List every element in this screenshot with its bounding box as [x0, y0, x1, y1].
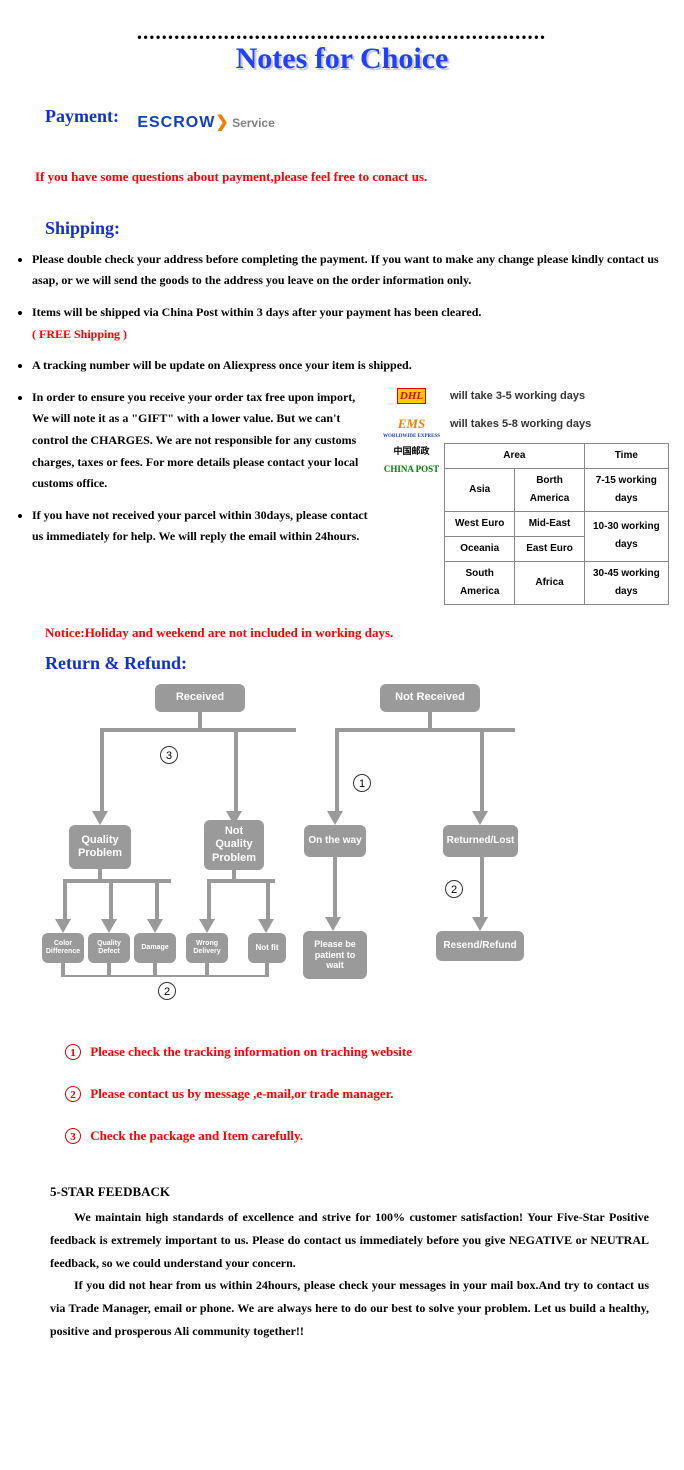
escrow-arrow-icon: ❯ — [215, 114, 228, 131]
legend-circle-1: 1 — [65, 1044, 81, 1060]
circle-2-right: 2 — [445, 880, 463, 898]
legend-2: 2 Please contact us by message ,e-mail,o… — [65, 1086, 669, 1102]
table-row: West Euro Mid-East 10-30 working days — [445, 511, 669, 536]
escrow-logo: ESCROW❯ Service — [137, 112, 274, 132]
node-received: Received — [155, 684, 245, 712]
escrow-text: ESCROW — [137, 114, 215, 131]
table-row: South America Africa 30-45 working days — [445, 561, 669, 604]
ship-item-0: Please double check your address before … — [32, 249, 669, 292]
node-not-quality: Not Quality Problem — [204, 820, 264, 870]
escrow-service: Service — [232, 116, 275, 130]
node-damage: Damage — [134, 933, 176, 963]
node-on-way: On the way — [304, 825, 366, 857]
return-flowchart: Received Not Received 3 Quality Problem … — [20, 684, 669, 1014]
ems-row: EMSWORLDWIDE EXPRESS will takes 5-8 work… — [379, 412, 669, 438]
col-area: Area — [445, 443, 585, 468]
col-time: Time — [584, 443, 668, 468]
legend-circle-2: 2 — [65, 1086, 81, 1102]
legend-circle-3: 3 — [65, 1128, 81, 1144]
node-resend: Resend/Refund — [436, 931, 524, 961]
legend-text-1: Please check the tracking information on… — [90, 1044, 412, 1059]
table-row: Asia Borth America 7-15 working days — [445, 468, 669, 511]
chinapost-logo-icon: 中国邮政 CHINA POST — [379, 443, 444, 479]
payment-alert: If you have some questions about payment… — [35, 167, 669, 188]
shipping-heading: Shipping: — [45, 218, 669, 239]
circle-3: 3 — [160, 746, 178, 764]
node-color-diff: Color Difference — [42, 933, 84, 963]
node-quality-defect: Quality Defect — [88, 933, 130, 963]
return-heading: Return & Refund: — [45, 653, 669, 674]
node-patient: Please be patient to wait — [303, 931, 367, 979]
ship-item-3-text: In order to ensure you receive your orde… — [32, 390, 358, 490]
feedback-p1: We maintain high standards of excellence… — [50, 1206, 649, 1274]
ship-item-1: Items will be shipped via China Post wit… — [32, 302, 669, 345]
dhl-logo-icon: DHL — [379, 387, 444, 407]
feedback-p2: If you did not hear from us within 24hou… — [50, 1274, 649, 1342]
dhl-row: DHL will take 3-5 working days — [379, 387, 669, 407]
feedback-heading: 5-STAR FEEDBACK — [50, 1184, 669, 1200]
holiday-notice: Notice:Holiday and weekend are not inclu… — [45, 625, 669, 641]
payment-heading: Payment: — [45, 106, 119, 127]
node-wrong: Wrong Delivery — [186, 933, 228, 963]
legend-3: 3 Check the package and Item carefully. — [65, 1128, 669, 1144]
payment-section: Payment: ESCROW❯ Service — [45, 106, 669, 137]
shipping-services-block: DHL will take 3-5 working days EMSWORLDW… — [379, 387, 669, 610]
table-header-row: Area Time — [445, 443, 669, 468]
circle-2-left: 2 — [158, 982, 176, 1000]
legend-text-2: Please contact us by message ,e-mail,or … — [90, 1086, 393, 1101]
ship-item-2: A tracking number will be update on Alie… — [32, 355, 669, 377]
shipping-list: Please double check your address before … — [20, 249, 669, 548]
ems-logo-icon: EMSWORLDWIDE EXPRESS — [379, 412, 444, 438]
node-quality: Quality Problem — [69, 825, 131, 869]
ems-text: will takes 5-8 working days — [450, 415, 591, 435]
free-shipping-label: ( FREE Shipping ) — [32, 327, 127, 341]
chinapost-row: 中国邮政 CHINA POST Area Time Asia Borth Ame… — [379, 443, 669, 605]
circle-1: 1 — [353, 774, 371, 792]
ship-item-1-text: Items will be shipped via China Post wit… — [32, 305, 481, 319]
ship-item-3: DHL will take 3-5 working days EMSWORLDW… — [32, 387, 669, 495]
node-returned: Returned/Lost — [443, 825, 518, 857]
shipping-time-table: Area Time Asia Borth America 7-15 workin… — [444, 443, 669, 605]
node-not-received: Not Received — [380, 684, 480, 712]
node-not-fit: Not fit — [248, 933, 286, 963]
legend-1: 1 Please check the tracking information … — [65, 1044, 669, 1060]
legend-text-3: Check the package and Item carefully. — [90, 1128, 303, 1143]
dhl-text: will take 3-5 working days — [450, 387, 585, 407]
main-title: Notes for Choice — [0, 42, 684, 76]
